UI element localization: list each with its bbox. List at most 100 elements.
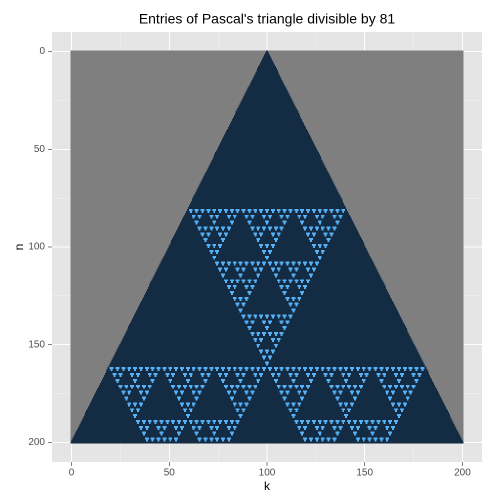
divisible-cells (280, 228, 283, 231)
divisible-cells (268, 333, 271, 337)
divisible-cells (244, 367, 249, 370)
divisible-cells (370, 431, 375, 434)
divisible-cells (373, 425, 378, 429)
row-cells (146, 289, 388, 292)
divisible-cells (233, 263, 236, 266)
divisible-cells (412, 386, 415, 390)
divisible-cells (303, 425, 308, 429)
divisible-cells (335, 384, 340, 388)
divisible-cells (279, 214, 284, 218)
row-cells (171, 240, 363, 243)
divisible-cells (353, 431, 357, 434)
divisible-cells (226, 261, 231, 264)
divisible-cells (342, 210, 345, 214)
row-cells (199, 183, 335, 186)
divisible-cells (279, 332, 284, 335)
divisible-cells (189, 386, 192, 390)
divisible-cells (280, 392, 283, 395)
divisible-cells (359, 375, 362, 378)
divisible-cells (409, 369, 412, 372)
divisible-cells (303, 285, 308, 288)
row-cells (113, 355, 421, 358)
divisible-cells (351, 427, 353, 431)
divisible-cells (280, 369, 283, 372)
divisible-cells (267, 332, 272, 335)
divisible-cells (266, 246, 268, 249)
divisible-cells (218, 419, 223, 423)
divisible-cells (134, 369, 137, 372)
divisible-cells (124, 396, 129, 399)
divisible-cells (348, 386, 351, 390)
row-cells (145, 290, 389, 294)
divisible-cells (197, 226, 202, 229)
divisible-cells (406, 386, 409, 390)
row-cells (246, 89, 288, 92)
divisible-cells (304, 439, 307, 442)
divisible-cells (396, 414, 401, 417)
divisible-cells (418, 375, 421, 378)
divisible-cells (138, 402, 143, 405)
divisible-cells (304, 287, 307, 290)
row-cells (200, 181, 334, 184)
divisible-cells (165, 373, 170, 376)
row-cells (79, 423, 455, 427)
divisible-cells (172, 421, 175, 425)
divisible-cells (206, 208, 211, 212)
divisible-cells (338, 402, 343, 405)
divisible-cells (317, 431, 322, 434)
divisible-cells (347, 408, 352, 411)
divisible-cells (396, 378, 401, 382)
divisible-cells (198, 427, 201, 431)
divisible-cells (254, 386, 257, 390)
divisible-cells (222, 439, 224, 442)
divisible-cells (154, 375, 157, 378)
divisible-cells (144, 437, 149, 440)
divisible-cells (177, 396, 181, 399)
divisible-cells (298, 263, 301, 266)
divisible-cells (333, 427, 336, 431)
divisible-cells (332, 214, 337, 218)
divisible-cells (405, 384, 410, 388)
divisible-cells (236, 210, 239, 214)
divisible-cells (298, 427, 301, 431)
divisible-cells (267, 355, 272, 358)
divisible-cells (314, 367, 319, 370)
row-cells (224, 134, 310, 137)
row-cells (99, 382, 435, 386)
divisible-cells (292, 310, 295, 313)
row-cells (204, 173, 330, 176)
divisible-cells (391, 425, 396, 429)
divisible-cells (294, 302, 299, 305)
divisible-cells (219, 375, 222, 378)
divisible-cells (318, 246, 321, 249)
y-axis-label: n (12, 244, 26, 251)
divisible-cells (191, 425, 196, 429)
divisible-cells (153, 373, 158, 376)
divisible-cells (310, 369, 312, 372)
divisible-cells (386, 439, 389, 442)
divisible-cells (203, 238, 208, 241)
divisible-cells (201, 210, 204, 214)
row-cells (137, 308, 397, 311)
divisible-cells (218, 208, 223, 212)
divisible-cells (282, 279, 287, 282)
divisible-cells (136, 408, 140, 411)
divisible-cells (303, 214, 308, 218)
row-cells (174, 234, 360, 237)
row-cells (251, 79, 283, 83)
divisible-cells (263, 369, 266, 372)
divisible-cells (136, 419, 140, 423)
divisible-cells (323, 232, 328, 235)
divisible-cells (245, 404, 248, 407)
row-cells (184, 212, 350, 216)
divisible-cells (367, 437, 372, 440)
row-cells (191, 199, 343, 202)
divisible-cells (376, 373, 381, 376)
divisible-cells (323, 244, 328, 247)
row-cells (72, 437, 462, 440)
row-cells (255, 72, 279, 75)
divisible-cells (350, 425, 354, 429)
divisible-cells (268, 228, 271, 231)
divisible-cells (317, 244, 322, 247)
row-cells (237, 107, 297, 110)
